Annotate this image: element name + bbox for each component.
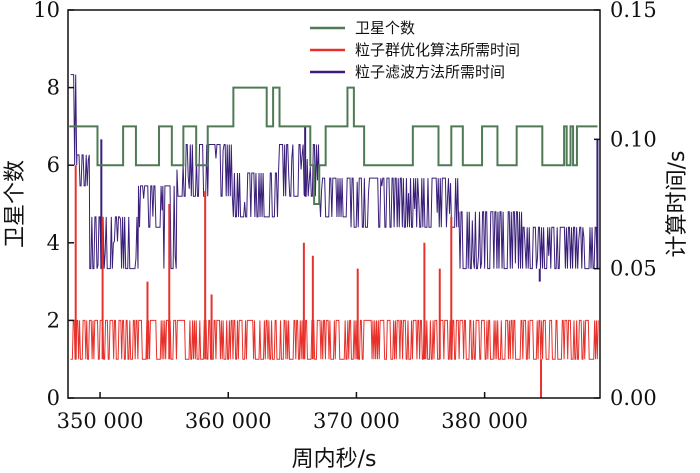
- y-right-tick-label: 0.05: [610, 257, 657, 281]
- x-tick-label: 380 000: [441, 409, 528, 433]
- legend-label: 卫星个数: [355, 19, 415, 37]
- y-left-tick-label: 8: [47, 76, 60, 100]
- plot-area: [69, 74, 599, 398]
- axis-ticks: 350 000 360 000 370 000 380 000 0 2 4 6 8 10 0.00 0…: [33, 0, 657, 433]
- series-pf-time: [70, 74, 599, 282]
- y-left-tick-label: 6: [47, 153, 60, 177]
- y-right-axis-title: 计算时间/s: [665, 151, 690, 258]
- legend-label: 粒子群优化算法所需时间: [355, 41, 520, 59]
- legend-item: 粒子群优化算法所需时间: [310, 41, 520, 59]
- y-left-axis-title: 卫星个数: [3, 160, 28, 248]
- plot-frame: [67, 9, 601, 399]
- series-pso-time: [70, 165, 599, 398]
- y-left-tick-label: 2: [47, 308, 60, 332]
- series-pso-time-line: [70, 319, 599, 360]
- legend-item: 粒子滤波方法所需时间: [310, 63, 505, 81]
- legend-item: 卫星个数: [310, 19, 415, 37]
- y-right-tick-label: 0.00: [610, 386, 657, 410]
- y-right-tick-label: 0.10: [610, 127, 657, 151]
- y-left-tick-label: 0: [47, 386, 60, 410]
- series-pf-time-line: [70, 74, 599, 270]
- y-left-tick-label: 10: [33, 0, 60, 22]
- y-right-tick-label: 0.15: [610, 0, 657, 22]
- x-tick-label: 360 000: [185, 409, 272, 433]
- series-satellite-count-line: [69, 86, 598, 205]
- y-left-tick-label: 4: [47, 231, 60, 255]
- series-satellite-count: [69, 86, 598, 205]
- x-tick-label: 350 000: [57, 409, 144, 433]
- x-axis-title: 周内秒/s: [292, 447, 377, 472]
- x-tick-label: 370 000: [313, 409, 400, 433]
- legend-label: 粒子滤波方法所需时间: [355, 63, 505, 81]
